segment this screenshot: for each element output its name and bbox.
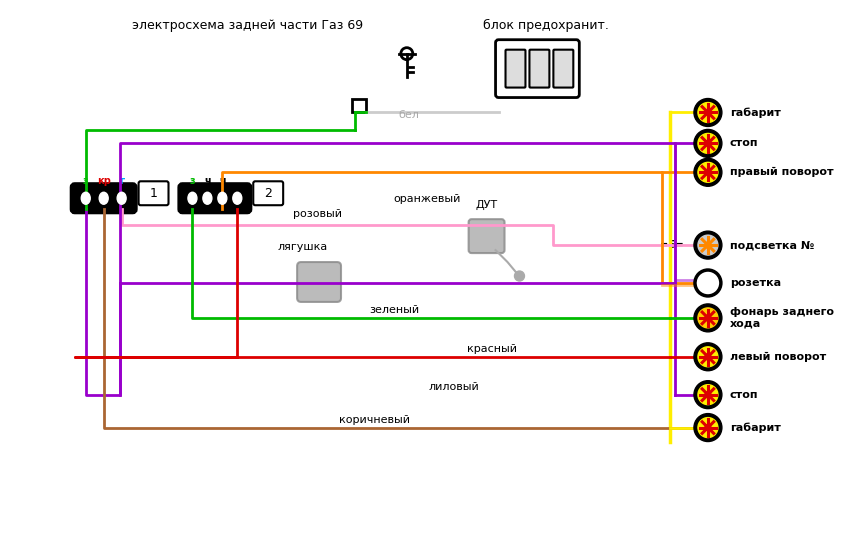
Text: бел: бел (399, 110, 419, 120)
Circle shape (694, 231, 722, 259)
FancyBboxPatch shape (253, 181, 283, 205)
Text: электросхема задней части Газ 69: электросхема задней части Газ 69 (132, 19, 362, 32)
Text: фонарь заднего
хода: фонарь заднего хода (730, 307, 833, 329)
FancyBboxPatch shape (468, 219, 505, 253)
Text: г: г (119, 176, 124, 186)
Circle shape (698, 162, 718, 183)
Ellipse shape (81, 192, 90, 204)
FancyBboxPatch shape (505, 50, 525, 87)
Circle shape (705, 315, 711, 321)
FancyBboxPatch shape (530, 50, 549, 87)
Circle shape (694, 381, 722, 409)
Ellipse shape (188, 192, 197, 204)
Ellipse shape (117, 192, 126, 204)
Text: коричневый: коричневый (339, 414, 410, 424)
Text: габарит: габарит (730, 108, 781, 118)
Circle shape (515, 271, 524, 281)
Text: стоп: стоп (730, 138, 759, 148)
Ellipse shape (232, 192, 242, 204)
Text: з: з (83, 176, 89, 186)
Text: правый поворот: правый поворот (730, 167, 833, 178)
Ellipse shape (203, 192, 212, 204)
Text: стоп: стоп (730, 390, 759, 400)
Text: =Б=: =Б= (660, 240, 684, 250)
Circle shape (698, 418, 718, 437)
Text: ч: ч (204, 176, 211, 186)
Circle shape (705, 424, 711, 431)
Text: красный: красный (467, 344, 517, 354)
Text: 2: 2 (264, 186, 272, 200)
Ellipse shape (99, 192, 108, 204)
Circle shape (705, 391, 711, 398)
Circle shape (694, 99, 722, 127)
Circle shape (698, 102, 718, 123)
Text: 1: 1 (150, 186, 158, 200)
Text: лягушка: лягушка (277, 242, 327, 252)
Circle shape (698, 235, 718, 255)
Circle shape (705, 354, 711, 360)
Circle shape (705, 110, 711, 115)
Text: з: з (189, 176, 195, 186)
Circle shape (705, 169, 711, 175)
Circle shape (694, 343, 722, 371)
FancyBboxPatch shape (179, 184, 251, 212)
Text: лиловый: лиловый (429, 382, 480, 391)
Text: кр: кр (96, 176, 110, 186)
Circle shape (694, 304, 722, 332)
Circle shape (694, 158, 722, 186)
FancyBboxPatch shape (139, 181, 169, 205)
Circle shape (694, 129, 722, 157)
FancyBboxPatch shape (297, 262, 341, 302)
Text: оранжевый: оранжевый (393, 194, 461, 204)
Text: левый поворот: левый поворот (730, 352, 826, 362)
Text: ДУТ: ДУТ (475, 200, 498, 210)
Text: блок предохранит.: блок предохранит. (484, 19, 610, 32)
Text: габарит: габарит (730, 422, 781, 433)
Circle shape (698, 347, 718, 367)
FancyBboxPatch shape (496, 40, 579, 97)
Circle shape (705, 242, 711, 248)
Circle shape (698, 308, 718, 328)
Bar (352, 99, 366, 113)
Text: зеленый: зеленый (369, 305, 419, 315)
Text: ч: ч (219, 176, 226, 186)
FancyBboxPatch shape (71, 184, 135, 212)
Text: розетка: розетка (730, 278, 781, 288)
Text: подсветка №: подсветка № (730, 240, 815, 250)
Circle shape (694, 414, 722, 441)
Ellipse shape (218, 192, 226, 204)
Circle shape (698, 133, 718, 153)
Circle shape (705, 141, 711, 146)
FancyBboxPatch shape (554, 50, 573, 87)
Circle shape (698, 385, 718, 405)
Text: розовый: розовый (293, 209, 342, 219)
